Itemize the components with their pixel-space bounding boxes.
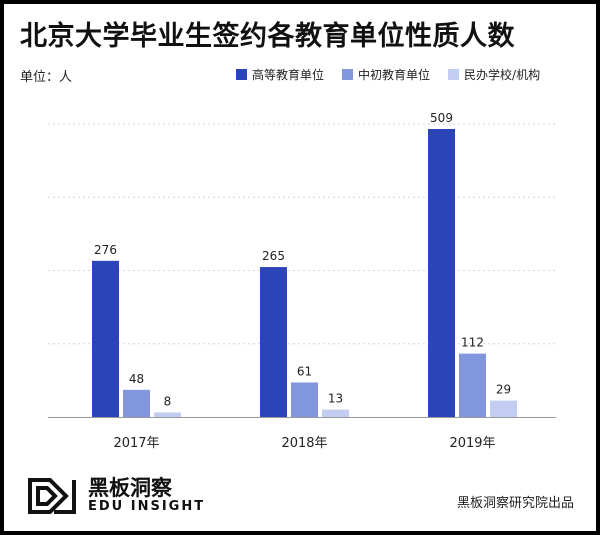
bar-higher-ed-2019年 (428, 129, 455, 417)
legend: 高等教育单位 中初教育单位 民办学校/机构 (236, 66, 540, 83)
bar-private-school-2017年 (154, 412, 181, 417)
data-label-higher-ed-2018年: 265 (262, 249, 285, 263)
unit-label: 单位：人 (20, 70, 73, 85)
data-label-private-school-2019年: 29 (496, 383, 511, 397)
bar-secondary-ed-2019年 (459, 353, 486, 417)
legend-item-secondary-ed: 中初教育单位 (342, 66, 430, 83)
legend-item-higher-ed: 高等教育单位 (236, 66, 324, 83)
data-label-secondary-ed-2019年: 112 (461, 336, 484, 350)
legend-item-private-school: 民办学校/机构 (448, 66, 540, 83)
data-label-secondary-ed-2017年: 48 (129, 372, 144, 386)
legend-swatch-secondary-ed (342, 69, 354, 80)
bar-secondary-ed-2017年 (123, 389, 150, 417)
data-label-private-school-2017年: 8 (164, 394, 172, 408)
brand-name-cn: 黑板洞察 (88, 476, 172, 500)
x-tick-label: 2018年 (281, 436, 327, 451)
data-label-higher-ed-2017年: 276 (94, 243, 117, 257)
legend-label-private-school: 民办学校/机构 (464, 68, 541, 82)
bar-chart: 276 48 8 2017年 265 61 13 2018年 509 112 29 2019年 (48, 111, 556, 451)
x-tick-label: 2019年 (449, 436, 495, 451)
legend-swatch-private-school (448, 69, 460, 80)
legend-label-secondary-ed: 中初教育单位 (358, 68, 431, 82)
brand-logo: 黑板洞察 EDU INSIGHT (26, 476, 205, 516)
brand-name-en: EDU INSIGHT (88, 499, 206, 514)
x-tick-label: 2017年 (113, 436, 159, 451)
bar-private-school-2018年 (322, 409, 349, 417)
chart-title: 北京大学毕业生签约各教育单位性质人数 (20, 21, 515, 52)
bar-higher-ed-2018年 (260, 267, 287, 417)
legend-swatch-higher-ed (236, 69, 247, 80)
bar-higher-ed-2017年 (92, 260, 119, 417)
bar-private-school-2019年 (490, 400, 517, 417)
legend-label-higher-ed: 高等教育单位 (252, 68, 325, 82)
edu-insight-logo-icon (28, 478, 76, 514)
bar-secondary-ed-2018年 (291, 382, 318, 417)
data-label-private-school-2018年: 13 (328, 392, 343, 406)
data-label-higher-ed-2019年: 509 (430, 111, 453, 125)
producer-credit: 黑板洞察研究院出品 (456, 496, 574, 511)
data-label-secondary-ed-2018年: 61 (297, 364, 312, 378)
